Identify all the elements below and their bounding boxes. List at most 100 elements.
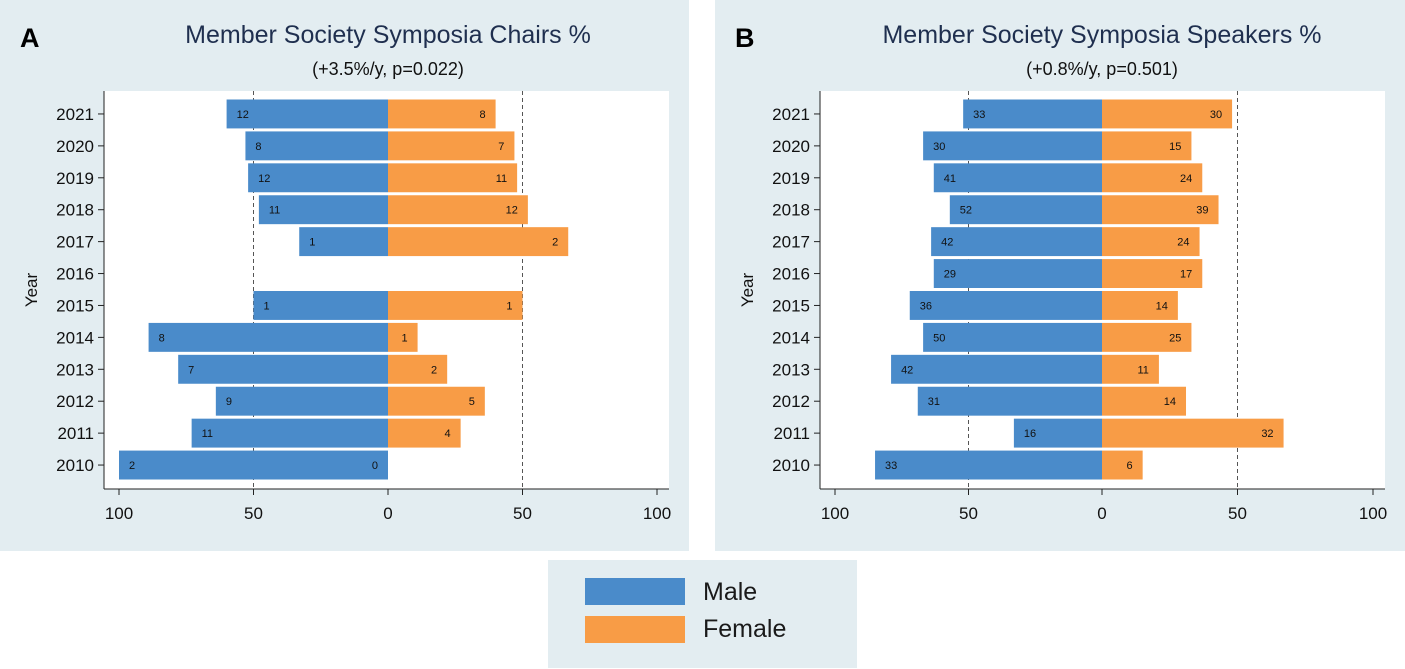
bar-label-male-2019: 41: [944, 173, 956, 185]
bar-male-2012: [215, 386, 388, 416]
y-tick-label-2011: 2011: [57, 424, 94, 443]
y-tick-label-2020: 2020: [56, 137, 94, 156]
bar-label-male-2015: 1: [264, 300, 270, 312]
bar-male-2019: [248, 163, 388, 193]
bar-female-2020: [388, 131, 515, 161]
bar-male-2021: [226, 99, 388, 129]
bar-male-2018: [949, 195, 1102, 225]
bar-male-2011: [191, 418, 388, 448]
bar-label-male-2018: 52: [960, 205, 972, 217]
legend-swatch-female: [585, 616, 685, 643]
bar-female-2017: [388, 227, 569, 257]
bar-male-2013: [891, 354, 1102, 384]
bar-male-2016: [933, 259, 1102, 288]
y-tick-label-2015: 2015: [772, 296, 810, 315]
bar-label-male-2012: 31: [928, 396, 940, 408]
bar-male-2015: [909, 291, 1102, 320]
bar-female-2010: [1102, 450, 1143, 480]
bar-male-2018: [258, 195, 388, 225]
x-tick-label: 100: [1359, 504, 1387, 523]
legend: Male Female: [548, 560, 857, 668]
bar-female-2018: [388, 195, 528, 225]
bar-label-female-2010: 6: [1127, 460, 1133, 472]
bar-female-2011: [1102, 418, 1284, 448]
bar-male-2013: [178, 354, 388, 384]
x-tick-label: 0: [383, 504, 392, 523]
bar-label-female-2015: 1: [506, 300, 512, 312]
bar-female-2020: [1102, 131, 1192, 161]
chart-title: Member Society Symposia Speakers %: [882, 21, 1321, 49]
y-tick-label-2016: 2016: [56, 265, 94, 284]
x-tick-label: 100: [105, 504, 133, 523]
bar-male-2014: [148, 322, 388, 352]
bar-female-2015: [1102, 291, 1178, 320]
chart-speakers: 33 30 2021 30 15 2020 41 24 2019 52 39 2018 42 24 2017…: [735, 21, 1387, 523]
bar-female-2021: [388, 99, 496, 129]
panel-letter: A: [20, 23, 40, 53]
bar-label-female-2014: 25: [1169, 332, 1181, 344]
y-tick-label-2017: 2017: [772, 233, 810, 252]
bar-label-male-2010: 2: [129, 460, 135, 472]
bar-label-female-2020: 7: [498, 141, 504, 153]
x-tick-label: 50: [244, 504, 263, 523]
y-tick-label-2019: 2019: [772, 169, 810, 188]
bar-male-2017: [299, 227, 388, 257]
legend-label-female: Female: [703, 615, 787, 643]
panel-letter: B: [735, 23, 755, 53]
bar-label-male-2013: 42: [901, 364, 913, 376]
bar-label-male-2014: 50: [933, 332, 945, 344]
bar-label-male-2015: 36: [920, 300, 932, 312]
bar-male-2015: [253, 291, 388, 320]
x-tick-label: 50: [959, 504, 978, 523]
y-tick-label-2013: 2013: [772, 360, 810, 379]
bar-label-female-2018: 39: [1196, 205, 1208, 217]
bar-label-female-2010: 0: [372, 460, 378, 472]
bar-label-female-2019: 11: [496, 173, 507, 185]
bar-label-male-2013: 7: [188, 364, 194, 376]
bar-label-female-2017: 24: [1177, 237, 1189, 249]
x-tick-label: 50: [1228, 504, 1247, 523]
bar-label-female-2016: 17: [1180, 269, 1192, 281]
bar-label-male-2017: 42: [941, 237, 953, 249]
bar-label-female-2020: 15: [1169, 141, 1181, 153]
y-tick-label-2014: 2014: [56, 328, 94, 347]
y-tick-label-2019: 2019: [56, 169, 94, 188]
legend-swatch-male: [585, 578, 685, 605]
bar-female-2021: [1102, 99, 1233, 129]
bar-male-2021: [963, 99, 1102, 129]
x-tick-label: 100: [643, 504, 671, 523]
bar-label-female-2014: 1: [401, 332, 407, 344]
y-tick-label-2021: 2021: [56, 105, 94, 124]
bar-label-female-2021: 8: [479, 109, 485, 121]
bar-label-male-2021: 33: [973, 109, 985, 121]
x-tick-label: 0: [1097, 504, 1106, 523]
bar-label-female-2015: 14: [1156, 300, 1168, 312]
bar-label-male-2019: 12: [258, 173, 270, 185]
bar-female-2013: [1102, 354, 1159, 384]
bar-label-female-2011: 32: [1261, 428, 1273, 440]
bar-male-2017: [931, 227, 1102, 257]
bar-label-female-2019: 24: [1180, 173, 1192, 185]
x-tick-label: 50: [513, 504, 532, 523]
bar-female-2011: [388, 418, 461, 448]
y-tick-label-2010: 2010: [772, 456, 810, 475]
y-tick-label-2012: 2012: [56, 392, 94, 411]
bar-female-2018: [1102, 195, 1219, 225]
bar-label-female-2021: 30: [1210, 109, 1222, 121]
bar-label-male-2020: 8: [255, 141, 261, 153]
bar-male-2011: [1013, 418, 1102, 448]
y-axis-title: Year: [22, 272, 41, 307]
chart-subtitle: (+0.8%/y, p=0.501): [1026, 59, 1178, 79]
chart-subtitle: (+3.5%/y, p=0.022): [312, 59, 464, 79]
bar-label-male-2011: 11: [202, 428, 213, 440]
bar-label-male-2010: 33: [885, 460, 897, 472]
y-tick-label-2016: 2016: [772, 265, 810, 284]
y-tick-label-2013: 2013: [56, 360, 94, 379]
bar-male-2020: [923, 131, 1102, 161]
bar-female-2017: [1102, 227, 1200, 257]
y-tick-label-2010: 2010: [56, 456, 94, 475]
bar-label-female-2012: 5: [469, 396, 475, 408]
y-tick-label-2018: 2018: [56, 201, 94, 220]
y-tick-label-2014: 2014: [772, 328, 810, 347]
